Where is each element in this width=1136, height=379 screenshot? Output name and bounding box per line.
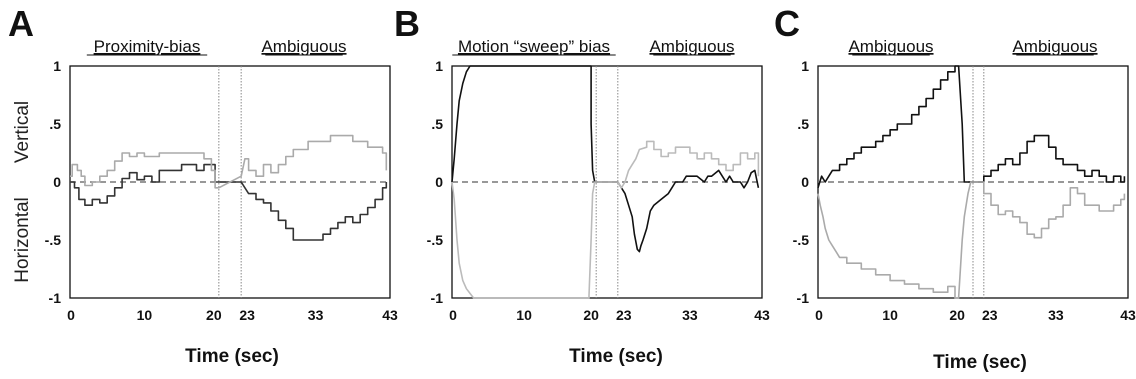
section-label: Ambiguous [649, 37, 734, 56]
panel-b: B Motion “sweep” bias Ambiguous 1 .5 0 -.5 -1 0 1… [394, 3, 770, 367]
section-label: Proximity-bias [94, 37, 201, 56]
x-tick-label: 33 [1048, 307, 1064, 323]
series-line [70, 134, 388, 189]
y-tick-label: 1 [53, 58, 61, 74]
ylabel-horizontal: Horizontal [12, 197, 33, 283]
y-tick-label: 1 [435, 58, 443, 74]
section-label: Ambiguous [261, 37, 346, 56]
y-tick-label: 1 [801, 58, 809, 74]
x-axis-label: Time (sec) [569, 346, 663, 367]
y-tick-label: 0 [435, 174, 443, 190]
panel-letter: A [8, 3, 34, 44]
x-tick-label: 23 [616, 307, 632, 323]
y-tick-label: .5 [431, 116, 443, 132]
panel-letter: B [394, 3, 420, 44]
section-label: Motion “sweep” bias [458, 37, 610, 56]
x-tick-label: 43 [754, 307, 770, 323]
series-line [451, 65, 760, 253]
x-tick-label: 33 [682, 307, 698, 323]
x-tick-label: 20 [583, 307, 599, 323]
section-label: Ambiguous [1012, 37, 1097, 56]
x-tick-label: 43 [382, 307, 398, 323]
series-line [451, 140, 760, 299]
y-tick-label: -.5 [793, 232, 810, 248]
x-tick-label: 10 [137, 307, 153, 323]
x-tick-label: 20 [949, 307, 965, 323]
x-tick-label: 0 [815, 307, 823, 323]
section-label: Ambiguous [848, 37, 933, 56]
x-tick-label: 23 [982, 307, 998, 323]
y-tick-label: -1 [797, 290, 810, 306]
ylabel-vertical: Vertical [12, 101, 33, 163]
y-tick-label: 0 [801, 174, 809, 190]
y-tick-label: .5 [797, 116, 809, 132]
panel-a: A Proximity-bias Ambiguous 1 .5 0 -.5 -1 0 10 20 23… [8, 3, 398, 367]
x-tick-label: 43 [1120, 307, 1136, 323]
x-tick-label: 0 [67, 307, 75, 323]
x-tick-label: 23 [239, 307, 255, 323]
y-tick-label: -.5 [45, 232, 62, 248]
x-axis-label: Time (sec) [933, 352, 1027, 373]
x-axis-label: Time (sec) [185, 346, 279, 367]
series-line [817, 181, 1126, 299]
y-tick-label: -1 [49, 290, 62, 306]
panel-c: C Ambiguous Ambiguous 1 .5 0 -.5 -1 0 10 20 23 33 43 T… [774, 3, 1136, 373]
y-tick-label: -1 [431, 290, 444, 306]
y-tick-label: -.5 [427, 232, 444, 248]
x-tick-label: 33 [308, 307, 324, 323]
x-tick-label: 10 [516, 307, 532, 323]
panel-letter: C [774, 3, 800, 44]
y-tick-label: 0 [53, 174, 61, 190]
x-tick-label: 20 [206, 307, 222, 323]
x-tick-label: 0 [449, 307, 457, 323]
series-line [70, 163, 388, 241]
x-tick-label: 10 [882, 307, 898, 323]
y-tick-label: .5 [49, 116, 61, 132]
